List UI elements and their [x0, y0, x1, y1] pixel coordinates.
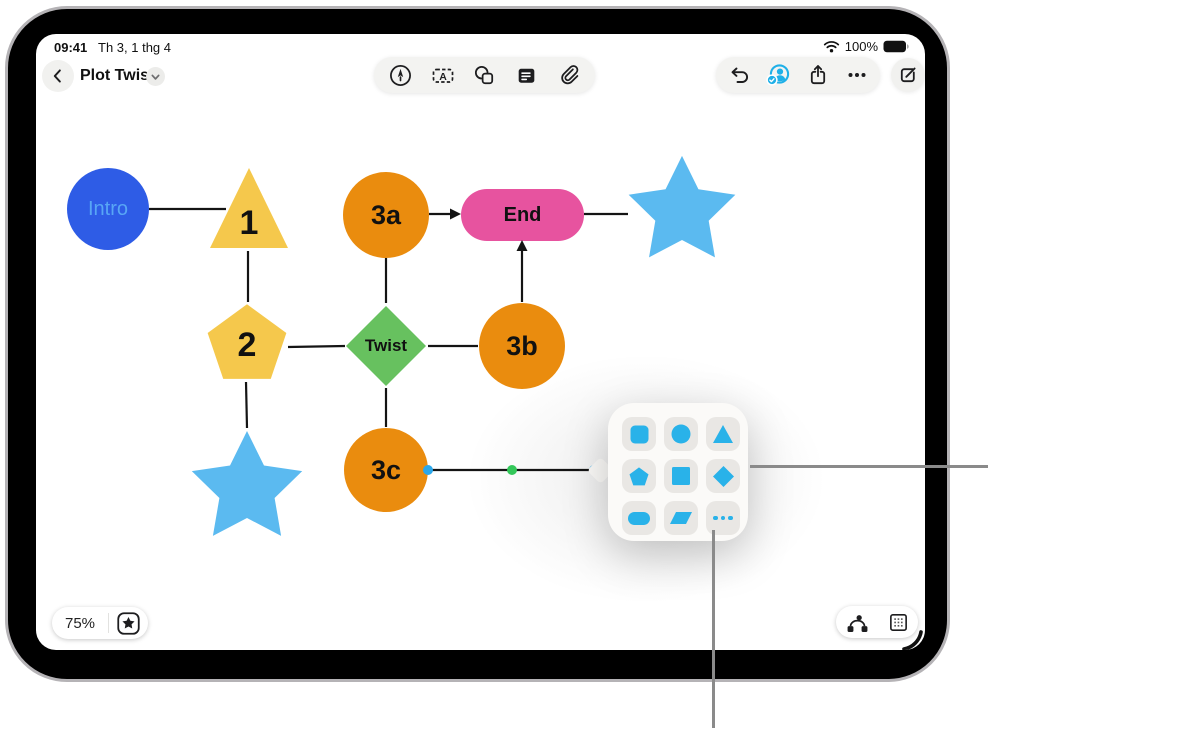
triangle-shape — [210, 168, 288, 248]
node-step-2[interactable]: 2 — [206, 302, 288, 382]
draw-tool-button[interactable] — [384, 58, 418, 92]
node-step-3b[interactable]: 3b — [479, 303, 565, 389]
back-button[interactable] — [42, 60, 74, 92]
collaborate-person-icon — [765, 62, 792, 88]
line-start-handle[interactable] — [423, 465, 433, 475]
text-box-icon: A — [430, 63, 456, 88]
share-icon — [806, 63, 830, 87]
shape-option-rounded-square[interactable] — [622, 417, 656, 451]
node-star-smiling[interactable] — [187, 429, 307, 549]
zoom-control: 75% — [52, 607, 148, 639]
shape-option-circle[interactable] — [664, 417, 698, 451]
star-shape — [191, 431, 303, 536]
freeform-app-screen: 09:41 Th 3, 1 thg 4 100% Plot Twist — [36, 34, 925, 650]
star-shape — [628, 155, 736, 258]
text-tool-button[interactable]: A — [426, 58, 460, 92]
paperclip-icon — [556, 63, 581, 88]
sticky-note-icon — [514, 63, 539, 88]
node-end[interactable]: End — [461, 189, 584, 241]
line-mid-handle[interactable] — [507, 465, 517, 475]
new-board-button[interactable] — [891, 58, 925, 92]
board-title: Plot Twist — [80, 67, 155, 84]
svg-text:A: A — [439, 70, 447, 82]
shape-option-pentagon[interactable] — [622, 459, 656, 493]
status-date: Th 3, 1 thg 4 — [98, 40, 171, 55]
callout-line-horizontal — [750, 465, 988, 468]
node-label: 3a — [370, 199, 402, 230]
zoom-level-button[interactable]: 75% — [64, 614, 96, 632]
arrowhead-3b-end — [516, 240, 528, 251]
node-label: 1 — [239, 204, 259, 242]
shape-option-square[interactable] — [664, 459, 698, 493]
collaborate-button[interactable] — [762, 58, 796, 92]
chevron-down-icon — [150, 73, 161, 81]
divider — [108, 613, 109, 633]
attachment-tool-button[interactable] — [551, 58, 585, 92]
pen-circle-icon — [388, 63, 413, 88]
corner-curl-mark — [902, 630, 923, 650]
node-twist[interactable]: Twist — [344, 304, 428, 388]
node-star-heart-eyes[interactable] — [624, 154, 740, 270]
status-time: 09:41 — [54, 40, 88, 55]
node-step-3c[interactable]: 3c — [344, 428, 428, 512]
insert-toolbar: A — [374, 57, 595, 93]
pentagon-shape — [207, 304, 287, 379]
chevron-left-icon — [47, 65, 69, 87]
node-label: 3b — [506, 330, 538, 361]
shape-picker — [608, 403, 748, 541]
grid-snap-button[interactable] — [888, 612, 909, 633]
favorites-button[interactable] — [109, 611, 148, 635]
ellipsis-icon — [845, 63, 869, 87]
node-step-3a[interactable]: 3a — [343, 172, 429, 258]
shapes-icon — [472, 63, 497, 88]
connector-layer — [149, 207, 923, 650]
wifi-icon — [823, 40, 840, 53]
action-toolbar — [716, 57, 880, 93]
sticky-note-tool-button[interactable] — [509, 58, 543, 92]
grid-square-icon — [888, 612, 909, 633]
connector-icon — [846, 612, 869, 633]
callout-line-vertical — [712, 530, 715, 728]
node-label: End — [503, 203, 542, 226]
shapes-tool-button[interactable] — [467, 58, 501, 92]
node-intro[interactable]: Intro — [67, 168, 149, 250]
connector-mode-button[interactable] — [846, 612, 869, 633]
diamond-shape — [346, 306, 426, 386]
shape-option-oval[interactable] — [622, 501, 656, 535]
more-shapes-icon — [713, 515, 733, 521]
shape-option-more[interactable] — [706, 501, 740, 535]
node-label: 2 — [237, 325, 257, 364]
shape-option-triangle[interactable] — [706, 417, 740, 451]
battery-percent: 100% — [844, 39, 878, 54]
undo-icon — [728, 63, 752, 87]
shape-option-parallelogram[interactable] — [664, 501, 698, 535]
more-button[interactable] — [840, 58, 874, 92]
undo-button[interactable] — [723, 58, 757, 92]
star-box-icon — [117, 611, 140, 635]
node-label: Twist — [364, 336, 408, 355]
node-label: Intro — [87, 197, 129, 220]
arrowhead-3a-end — [450, 208, 461, 220]
canvas-tools — [836, 606, 918, 638]
board-title-menu-button[interactable] — [146, 67, 165, 86]
compose-icon — [896, 63, 920, 87]
node-label: 3c — [370, 454, 402, 485]
status-bar: 09:41 Th 3, 1 thg 4 100% — [36, 34, 925, 60]
node-step-1[interactable]: 1 — [207, 165, 291, 251]
shape-option-diamond[interactable] — [706, 459, 740, 493]
share-button[interactable] — [801, 58, 835, 92]
battery-icon — [883, 40, 909, 53]
